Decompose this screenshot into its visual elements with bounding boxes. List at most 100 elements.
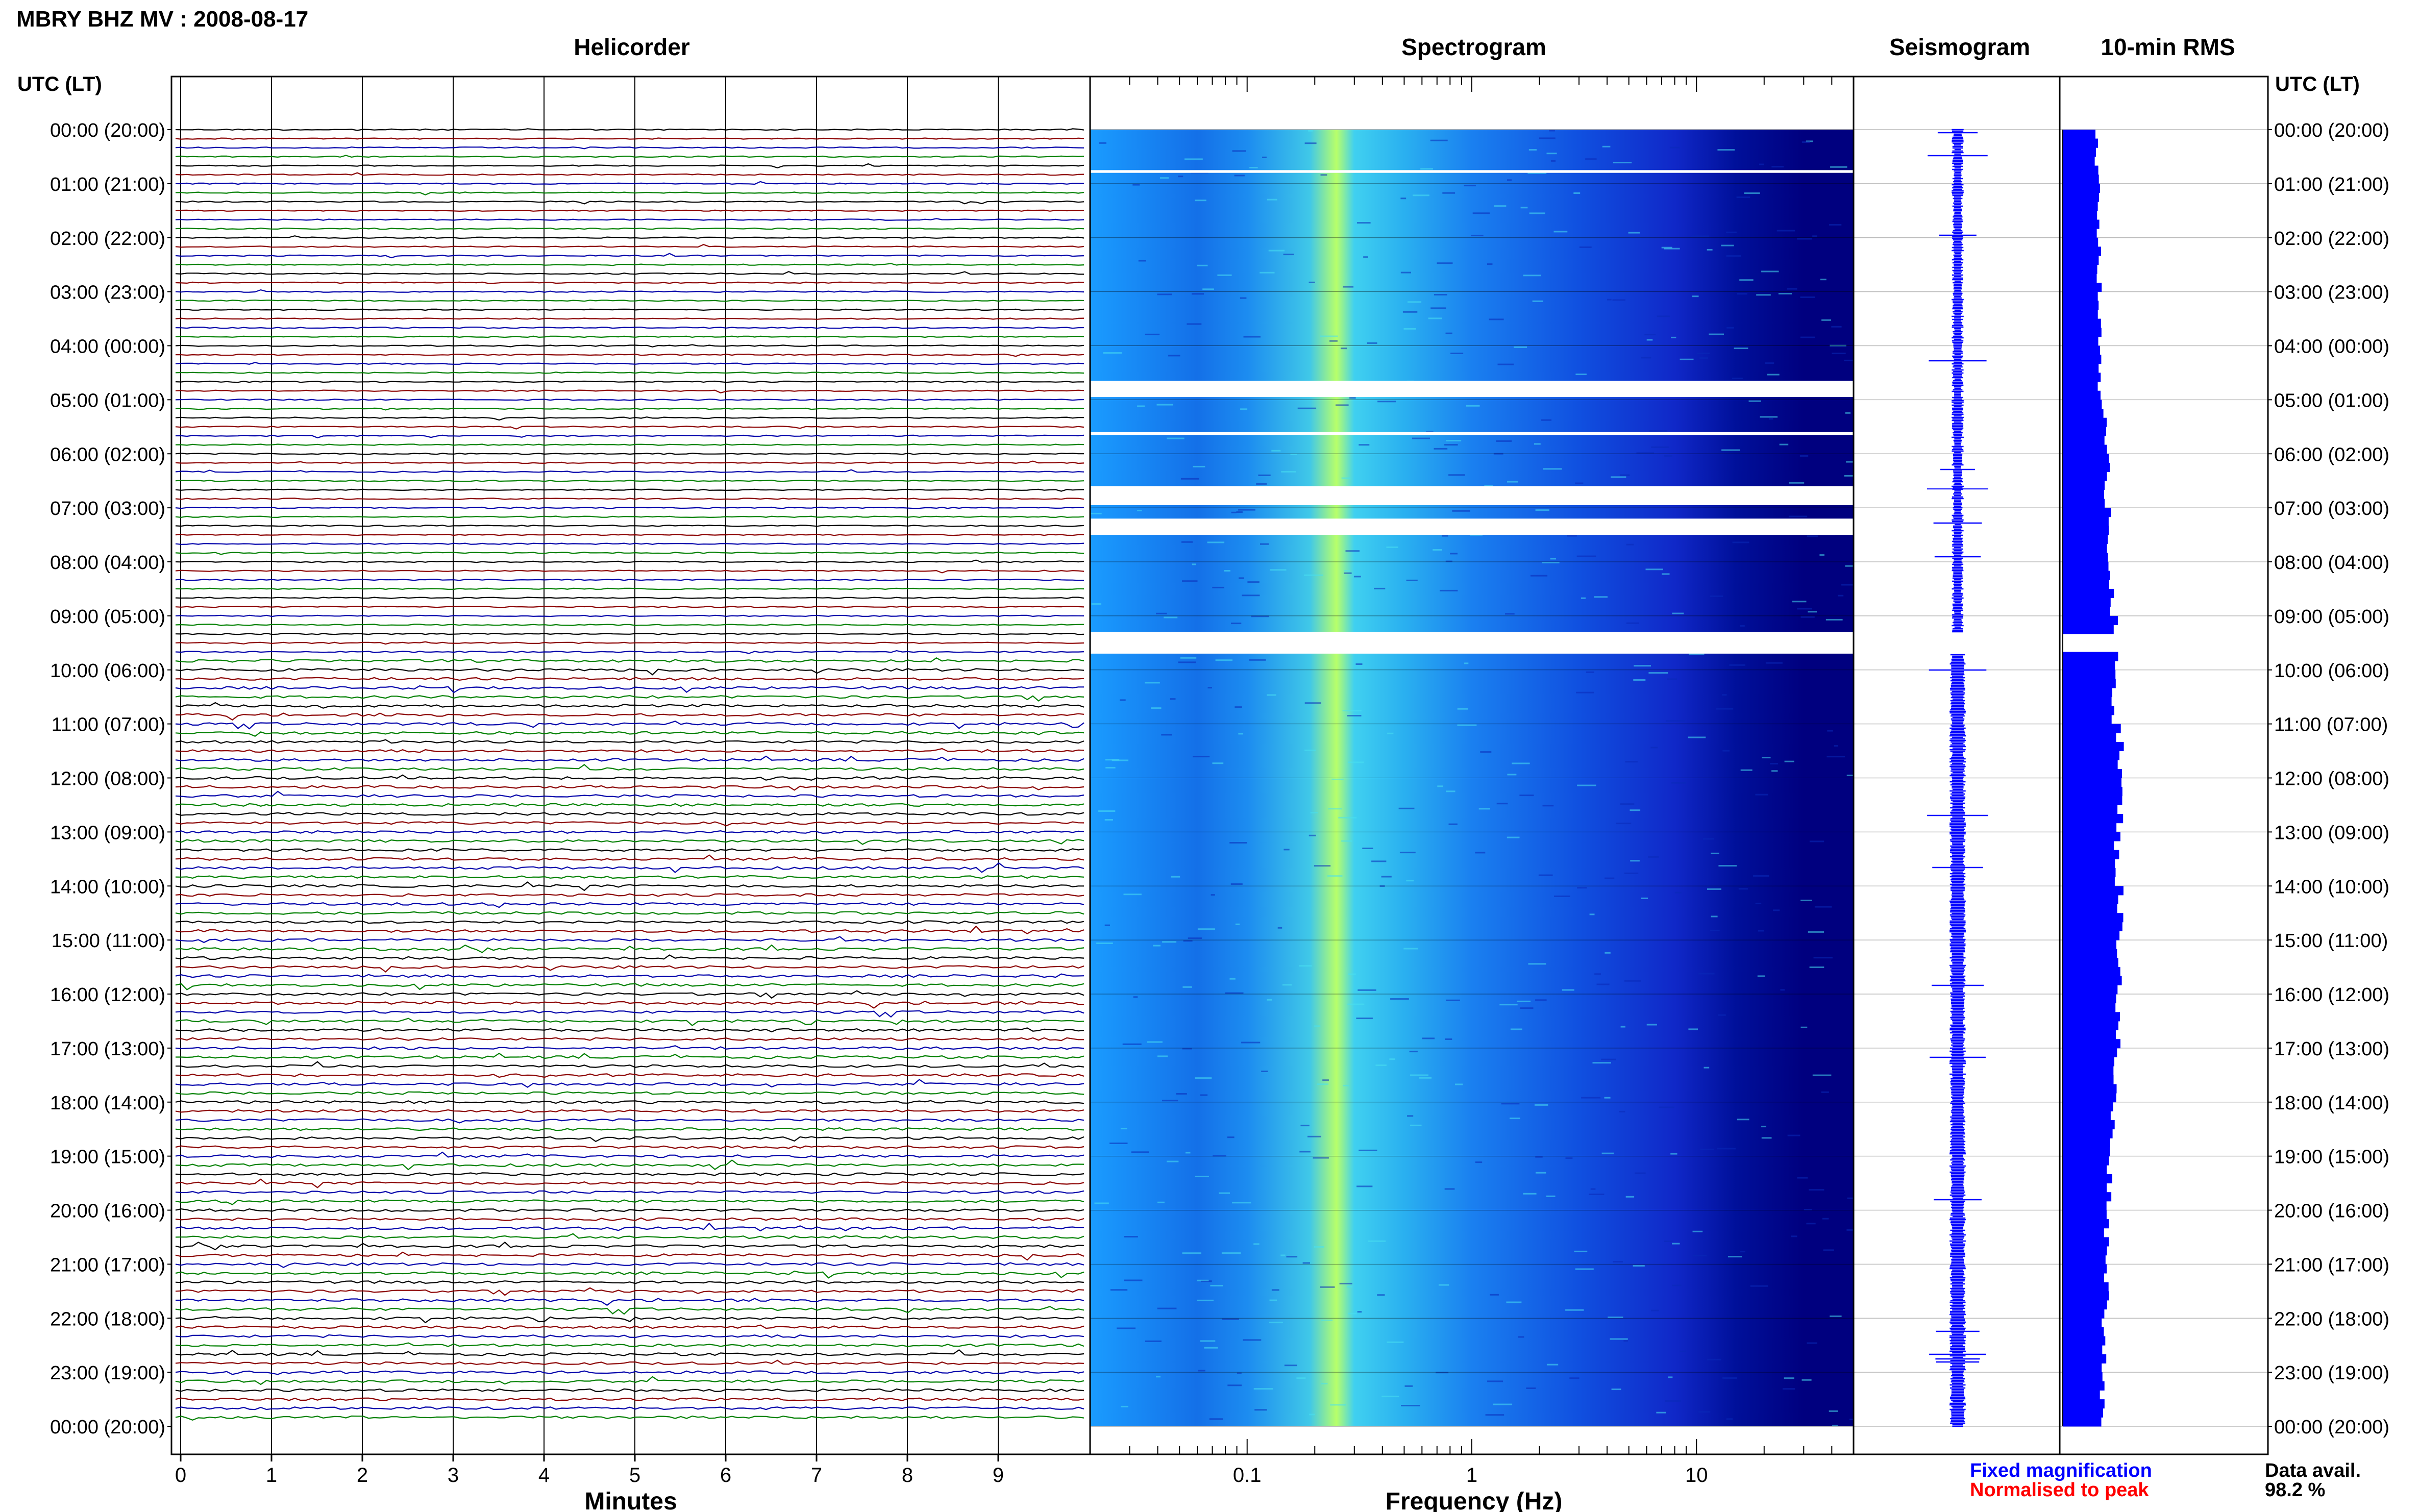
rms-bar [2063, 1039, 2120, 1049]
helicorder-trace [175, 702, 1084, 709]
spectrogram-speckle [1698, 1411, 1711, 1413]
rms-bar [2063, 309, 2098, 319]
spectrogram-speckle [1475, 852, 1486, 854]
helicorder-trace [175, 1397, 1084, 1401]
spectrogram-speckle [1589, 1194, 1605, 1195]
helicorder-trace [175, 335, 1084, 338]
spectrogram-speckle [1628, 232, 1640, 234]
rms-bar [2063, 462, 2110, 472]
spectrogram-speckle [1507, 836, 1520, 838]
spectrogram-speckle [1229, 842, 1247, 844]
spectrogram-speckle [1193, 756, 1210, 758]
helicorder-trace [175, 812, 1084, 816]
time-label-left: 16:00 (12:00) [50, 984, 165, 1006]
helicorder-trace [175, 1334, 1084, 1339]
spectrogram-speckle [1471, 235, 1484, 236]
helicorder-trace [175, 155, 1084, 158]
spectrogram-speckle [1797, 608, 1812, 610]
spectrogram-speckle [1440, 589, 1458, 591]
spectrogram-panel: 0.1 1 10 [1089, 76, 1865, 1486]
rms-bar [2063, 1192, 2112, 1202]
spectrogram-speckle [1550, 160, 1556, 162]
spectrogram-speckle [1672, 1284, 1682, 1286]
spectrogram-speckle [1184, 158, 1203, 160]
spectrogram-speckle [1539, 137, 1556, 139]
spectrogram-speckle [1137, 510, 1142, 511]
spectrogram-speckle [1497, 363, 1514, 365]
helicorder-trace [175, 289, 1084, 293]
spectrogram-speckle [1765, 662, 1783, 664]
spectrogram-speckle [1258, 474, 1271, 476]
rms-bar [2063, 1282, 2109, 1292]
spectrogram-speckle [1213, 1155, 1226, 1157]
helicorder-panel: 0 1 2 3 4 5 6 7 8 9 [170, 76, 1091, 1486]
time-label-left: 15:00 (11:00) [52, 930, 165, 952]
time-labels: 00:00 (20:00) 00:00 (20:00) 01:00 (21:00) 0… [50, 120, 2389, 1438]
spectrogram-speckle [1806, 1223, 1816, 1225]
spectrogram-speckle [1737, 1119, 1749, 1121]
spectrogram-speckle [1168, 355, 1180, 357]
rms-bar [2063, 237, 2099, 247]
spectrogram-speckle [1651, 1309, 1659, 1311]
spectrogram-speckle [1402, 311, 1418, 313]
rms-bar [2063, 1084, 2117, 1094]
spectrogram-tick-label: 10 [1685, 1464, 1708, 1486]
spectrogram-speckle [1204, 1347, 1218, 1349]
spectrogram-speckle [1104, 924, 1110, 926]
spectrogram-speckle [1761, 1126, 1766, 1128]
spectrogram-gap [1090, 432, 1854, 435]
spectrogram-speckle [1268, 250, 1285, 252]
spectrogram-speckle [1692, 1255, 1707, 1257]
helicorder-trace [175, 253, 1084, 259]
helicorder-trace [175, 1010, 1084, 1018]
spectrogram-speckle [1347, 1286, 1353, 1288]
helicorder-trace [175, 569, 1084, 574]
rms-bar [2063, 1228, 2104, 1237]
spectrogram-speckle [1407, 1115, 1414, 1117]
spectrogram-speckle [1238, 509, 1255, 511]
spectrogram-speckle [1535, 509, 1549, 511]
helicorder-tick-label: 8 [902, 1464, 913, 1486]
spectrogram-speckle [1314, 865, 1331, 867]
spectrogram-speckle [1657, 315, 1670, 317]
spectrogram-speckle [1240, 297, 1247, 299]
spectrogram-speckle [1651, 446, 1669, 448]
spectrogram-speckle [1347, 1003, 1365, 1005]
spectrogram-speckle [1357, 1311, 1362, 1313]
spectrogram-speckle [1738, 888, 1748, 890]
spectrogram-speckle [1581, 1097, 1601, 1099]
spectrogram-speckle [1132, 184, 1140, 186]
spectrogram-speckle [1345, 550, 1360, 552]
spectrogram-speckle [1386, 546, 1398, 548]
spectrogram-speckle [1669, 146, 1680, 148]
spectrogram-speckle [1363, 256, 1368, 258]
spectrogram-speckle [1341, 840, 1352, 842]
spectrogram-speckle [1630, 809, 1641, 811]
spectrogram-speckle [1422, 1037, 1435, 1039]
rms-bar [2063, 274, 2097, 283]
spectrogram-speckle [1601, 1152, 1614, 1154]
spectrogram-speckle [1496, 440, 1512, 442]
spectrogram-speckle [1296, 1377, 1306, 1379]
spectrogram-speckle [1722, 1377, 1737, 1379]
rms-bar [2063, 706, 2114, 715]
spectrogram-speckle [1122, 1043, 1142, 1045]
time-label-right: 04:00 (00:00) [2274, 336, 2389, 358]
spectrogram-speckle [1699, 357, 1708, 359]
rms-bar [2063, 661, 2115, 671]
helicorder-frame [170, 76, 1091, 1455]
spectrogram-speckle [1698, 973, 1715, 975]
helicorder-trace [175, 973, 1084, 978]
helicorder-tick-label: 3 [448, 1464, 459, 1486]
spectrogram-speckle [1180, 657, 1197, 659]
spectrogram-speckle [1550, 558, 1557, 560]
spectrogram-speckle [1280, 1254, 1286, 1256]
spectrogram-speckle [1619, 1110, 1625, 1112]
spectrogram-speckle [1211, 894, 1215, 896]
spectrogram-speckle [1800, 296, 1815, 298]
rms-bar [2063, 543, 2107, 553]
spectrogram-speckle [1605, 952, 1611, 954]
rms-bar [2063, 417, 2107, 427]
spectrogram-speckle [1159, 177, 1169, 179]
spectrogram-speckle [1510, 1028, 1522, 1030]
